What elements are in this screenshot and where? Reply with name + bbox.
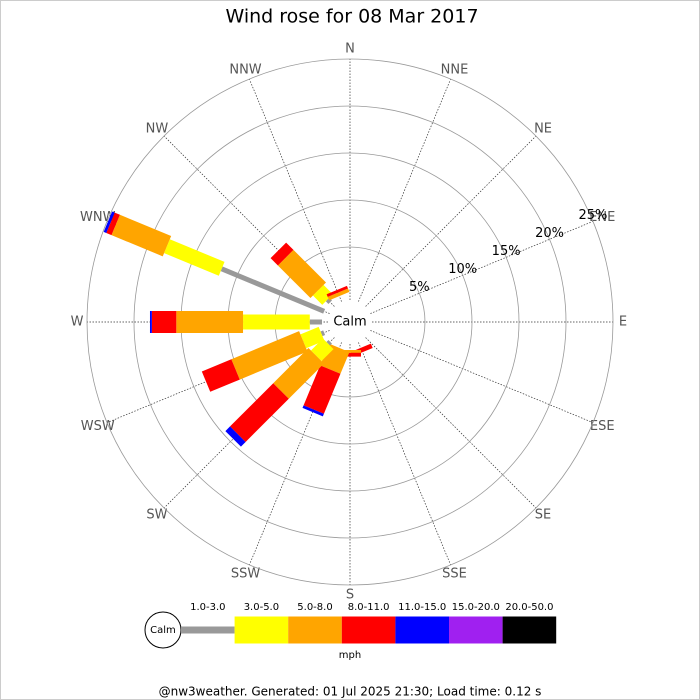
bar-segment <box>327 288 350 301</box>
bar-segment <box>312 284 333 305</box>
bar-segment <box>149 311 152 333</box>
bar-segment <box>302 405 324 417</box>
direction-label: N <box>345 42 355 57</box>
bar-segment <box>273 347 325 399</box>
footer: @nw3weather. Generated: 01 Jul 2025 21:3… <box>159 685 542 699</box>
direction-label: SW <box>146 508 167 523</box>
direction-label: S <box>346 588 354 603</box>
bar-segment <box>164 239 225 276</box>
legend-label: 20.0-50.0 <box>505 602 553 613</box>
spoke <box>358 342 451 566</box>
direction-label: ESE <box>590 419 615 434</box>
direction-label: W <box>71 315 84 330</box>
legend-label: 5.0-8.0 <box>297 602 332 613</box>
bar-segment <box>103 211 115 233</box>
r-tick-label: 15% <box>492 244 521 259</box>
spoke <box>249 78 342 302</box>
legend-label: 15.0-20.0 <box>452 602 500 613</box>
legend-swatch <box>502 616 557 644</box>
direction-label: WSW <box>81 419 115 434</box>
legend-calm-label: Calm <box>150 625 176 636</box>
bar-segment <box>176 311 244 333</box>
r-tick-label: 20% <box>535 226 564 241</box>
bar-segment <box>225 426 246 447</box>
legend: Calm mph 1.0-3.0 3.0-5.0 5.0-8.0 8.0-11.0 11… <box>144 602 557 661</box>
bar-segment <box>231 331 308 380</box>
bar-segment <box>151 311 177 333</box>
legend-swatch <box>449 616 503 644</box>
legend-swatch <box>181 626 235 634</box>
direction-label: E <box>619 315 627 330</box>
direction-label: NNW <box>229 62 261 77</box>
legend-swatch <box>288 616 342 644</box>
bar-segment <box>111 214 172 257</box>
spoke <box>370 330 594 423</box>
bar-segment <box>303 365 341 414</box>
legend-label: 8.0-11.0 <box>348 602 390 613</box>
chart-title: Wind rose for 08 Mar 2017 <box>225 6 478 28</box>
r-tick-label: 10% <box>448 262 477 277</box>
bar-segment <box>320 330 326 337</box>
bar-segment <box>326 340 332 346</box>
direction-label: SE <box>535 508 551 523</box>
grid-ring <box>133 105 567 539</box>
bar-segment <box>326 285 349 297</box>
bar-segment <box>201 359 240 392</box>
bar-segment <box>106 212 120 236</box>
bar-segment <box>300 326 325 349</box>
legend-unit: mph <box>339 650 361 661</box>
legend-label: 11.0-15.0 <box>398 602 446 613</box>
calm-circle <box>328 300 372 344</box>
bar-segment <box>310 338 334 362</box>
direction-label: SSE <box>442 567 467 582</box>
legend-swatch <box>341 616 396 644</box>
legend-label: 3.0-5.0 <box>244 602 279 613</box>
direction-label: SSW <box>231 567 261 582</box>
spoke <box>370 221 594 314</box>
direction-label: ENE <box>589 210 615 225</box>
legend-swatch <box>234 616 289 644</box>
spoke <box>365 337 537 509</box>
r-tick-label: 5% <box>409 280 430 295</box>
spoke <box>365 135 537 307</box>
bar-segment <box>270 242 294 266</box>
legend-label: 1.0-3.0 <box>190 602 225 613</box>
bar-segment <box>243 314 310 330</box>
r-tick-label: 25% <box>579 208 608 223</box>
calm-label: Calm <box>333 315 366 330</box>
bar-segment <box>220 266 326 314</box>
legend-swatch <box>395 616 449 644</box>
direction-label: NNE <box>441 62 469 77</box>
bar-segment <box>309 319 322 325</box>
direction-label: NW <box>146 121 169 136</box>
bars <box>103 211 381 447</box>
bar-segment <box>230 383 289 442</box>
direction-label: NE <box>534 121 552 136</box>
spoke <box>358 78 451 302</box>
grid-ring <box>86 58 614 586</box>
bar-segment <box>277 249 327 299</box>
